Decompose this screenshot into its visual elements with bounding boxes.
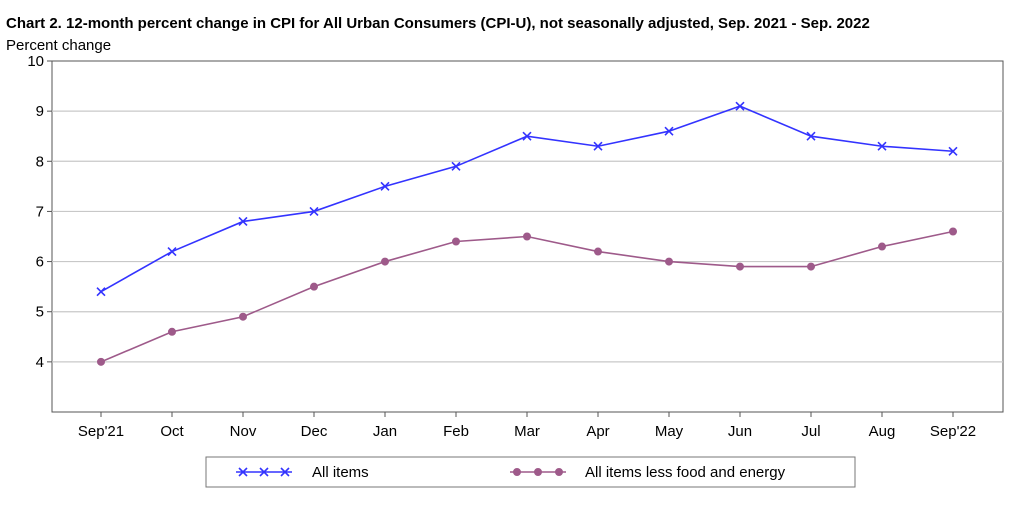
x-tick-label: Jul bbox=[801, 423, 820, 440]
legend-marker bbox=[534, 468, 542, 476]
y-axis-label: Percent change bbox=[6, 37, 111, 54]
data-point bbox=[736, 262, 744, 271]
y-tick-label: 4 bbox=[36, 354, 44, 371]
data-point bbox=[665, 257, 673, 266]
y-tick-label: 10 bbox=[27, 53, 44, 70]
data-point bbox=[878, 242, 886, 251]
legend-item-1: All items less food and energy bbox=[510, 464, 786, 481]
data-point bbox=[664, 126, 674, 136]
data-point bbox=[523, 232, 531, 241]
data-point bbox=[239, 312, 247, 321]
data-point bbox=[309, 206, 319, 216]
x-tick-label: May bbox=[655, 423, 684, 440]
x-tick-label: Mar bbox=[514, 423, 540, 440]
x-tick-label: Sep'22 bbox=[930, 423, 976, 440]
y-tick-label: 8 bbox=[36, 153, 44, 170]
legend: All items All items less food and energy bbox=[205, 456, 856, 488]
legend-label: All items bbox=[312, 464, 369, 481]
data-point bbox=[877, 141, 887, 151]
data-point bbox=[948, 146, 958, 156]
x-axis-ticks: Sep'21 Oct Nov Dec Jan Feb Mar Apr May Jun Jul Aug S… bbox=[78, 412, 976, 440]
y-tick-label: 6 bbox=[36, 254, 44, 271]
legend-marker bbox=[555, 468, 563, 476]
x-tick-label: Apr bbox=[586, 423, 609, 440]
data-point bbox=[735, 101, 745, 111]
series-group bbox=[96, 101, 958, 366]
data-point bbox=[594, 247, 602, 256]
x-tick-label: Jun bbox=[728, 423, 752, 440]
data-point bbox=[96, 287, 106, 297]
y-tick-label: 7 bbox=[36, 203, 44, 220]
series-1 bbox=[97, 227, 957, 366]
x-tick-label: Aug bbox=[869, 423, 896, 440]
data-point bbox=[452, 237, 460, 246]
data-point bbox=[97, 357, 105, 366]
data-point bbox=[238, 216, 248, 227]
gridlines bbox=[52, 110, 1003, 363]
y-axis-ticks: 4 5 6 7 8 9 10 bbox=[27, 53, 52, 371]
data-point bbox=[310, 282, 318, 291]
data-point bbox=[806, 131, 816, 141]
data-point bbox=[168, 327, 176, 336]
data-point bbox=[380, 181, 390, 191]
legend-item-0: All items bbox=[236, 464, 369, 481]
data-point bbox=[451, 161, 461, 171]
y-tick-label: 9 bbox=[36, 103, 44, 120]
chart-title: Chart 2. 12-month percent change in CPI … bbox=[6, 15, 870, 32]
data-point bbox=[949, 227, 957, 236]
legend-label: All items less food and energy bbox=[585, 464, 786, 481]
legend-marker bbox=[280, 467, 290, 477]
data-point bbox=[381, 257, 389, 266]
x-tick-label: Feb bbox=[443, 423, 469, 440]
x-tick-label: Dec bbox=[301, 423, 328, 440]
x-tick-label: Sep'21 bbox=[78, 423, 124, 440]
data-point bbox=[593, 141, 603, 151]
series-0 bbox=[96, 101, 958, 297]
legend-marker bbox=[259, 467, 269, 477]
legend-marker bbox=[513, 468, 521, 476]
data-point bbox=[522, 131, 532, 141]
x-tick-label: Oct bbox=[160, 423, 184, 440]
legend-marker bbox=[238, 467, 248, 477]
x-tick-label: Nov bbox=[230, 423, 257, 440]
data-point bbox=[807, 262, 815, 271]
x-tick-label: Jan bbox=[373, 423, 397, 440]
y-tick-label: 5 bbox=[36, 304, 44, 321]
data-point bbox=[167, 246, 177, 257]
